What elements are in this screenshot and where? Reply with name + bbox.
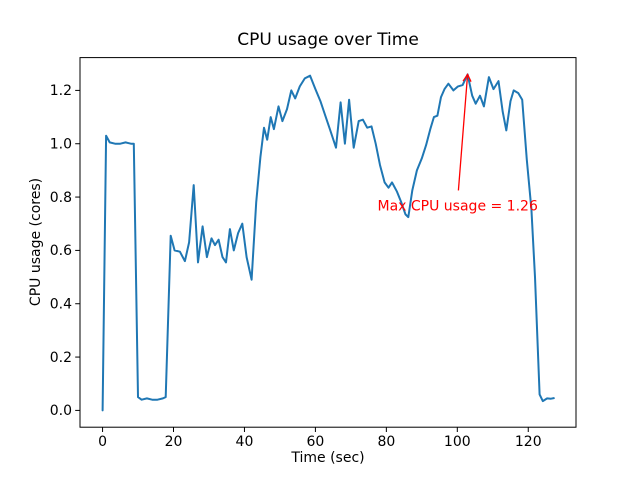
y-tick-label: 1.0 <box>50 137 72 153</box>
plot-area: 0 20 40 60 80 100 120 0.0 0.2 0.4 0.6 0.8 1.0 1.2 <box>50 57 577 450</box>
x-tick-label: 80 <box>377 434 395 450</box>
plot-border <box>79 57 577 428</box>
annotation-text: Max CPU usage = 1.26 <box>378 198 538 214</box>
y-tick-label: 0.8 <box>50 190 72 206</box>
x-tick-label: 20 <box>165 434 183 450</box>
y-tick-label: 0.4 <box>50 297 72 313</box>
cpu-usage-line <box>101 73 555 412</box>
x-tick-label: 100 <box>444 434 471 450</box>
x-tick-label: 0 <box>98 434 107 450</box>
x-tick-label: 40 <box>236 434 254 450</box>
annotation-arrow <box>457 73 472 191</box>
x-axis-label: Time (sec) <box>290 450 364 466</box>
y-axis-label: CPU usage (cores) <box>28 178 44 306</box>
y-tick-label: 1.2 <box>50 83 72 99</box>
y-tick-label: 0.0 <box>50 403 72 419</box>
x-tick-label: 120 <box>515 434 542 450</box>
y-tick-label: 0.2 <box>50 350 72 366</box>
x-tick-label: 60 <box>306 434 324 450</box>
chart-title: CPU usage over Time <box>237 30 419 50</box>
y-tick-label: 0.6 <box>50 243 72 259</box>
